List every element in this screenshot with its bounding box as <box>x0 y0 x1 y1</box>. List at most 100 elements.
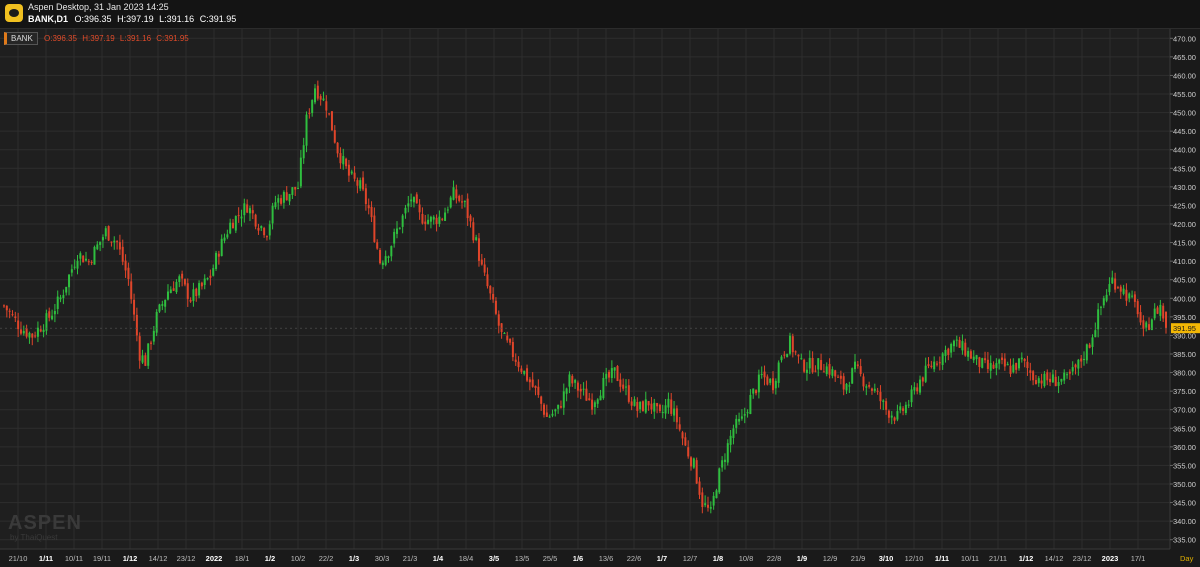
symbol-info: BANK,D1 O:396.35 H:397.19 L:391.16 C:391… <box>28 14 239 24</box>
candle-body <box>161 304 164 306</box>
candle-body <box>333 130 336 143</box>
candle-body <box>551 413 554 416</box>
x-tick-label: 2022 <box>206 554 223 563</box>
candle-body <box>313 88 316 103</box>
x-tick-label: 1/3 <box>349 554 359 563</box>
candle-body <box>1122 288 1125 294</box>
candle-body <box>941 353 944 366</box>
candle-body <box>559 406 562 408</box>
x-axis-panel <box>0 549 1200 567</box>
candle-body <box>794 351 797 353</box>
price-chart[interactable]: 335.00 340.00 345.00 350.00 355.00 360.00 365.… <box>0 29 1200 567</box>
candle-body <box>229 222 232 234</box>
candle-body <box>653 402 656 412</box>
candle-body <box>407 203 410 207</box>
candle-body <box>1128 293 1131 299</box>
x-tick-label: 3/10 <box>879 554 894 563</box>
watermark-by: by ThaiQuest <box>10 533 58 542</box>
candle-body <box>571 375 574 384</box>
candle-body <box>164 299 167 307</box>
candle-body <box>90 262 93 264</box>
candle-body <box>79 253 82 259</box>
candle-body <box>933 361 936 370</box>
legend-ohlc: O:396.35 H:397.19 L:391.16 C:391.95 <box>44 34 192 43</box>
candle-body <box>345 158 348 167</box>
candle-body <box>305 114 308 146</box>
candle-body <box>302 145 305 159</box>
candle-body <box>910 389 913 403</box>
candle-body <box>452 187 455 200</box>
x-tick-label: 18/4 <box>459 554 474 563</box>
candle-body <box>101 237 104 241</box>
candle-body <box>608 371 611 378</box>
candle-body <box>353 172 356 179</box>
y-tick-label: 450.00 <box>1173 109 1196 118</box>
candle-body <box>585 388 588 401</box>
x-tick-label: 1/11 <box>935 554 949 563</box>
candle-body <box>613 367 616 371</box>
candle-body <box>393 231 396 244</box>
candle-body <box>851 368 854 384</box>
candle-body <box>593 402 596 408</box>
x-tick-label: 1/4 <box>433 554 444 563</box>
candle-body <box>661 412 664 414</box>
candle-body <box>257 227 260 231</box>
candle-body <box>158 304 161 312</box>
low-value: L:391.16 <box>159 14 195 24</box>
candle-body <box>359 180 362 189</box>
x-tick-label: 23/12 <box>1073 554 1092 563</box>
legend-open: O:396.35 <box>44 34 77 43</box>
candle-body <box>865 386 868 388</box>
candle-body <box>755 390 758 394</box>
candle-body <box>927 364 930 366</box>
candle-body <box>246 204 249 213</box>
legend-symbol-button[interactable]: BANK <box>4 32 38 45</box>
candle-body <box>528 379 531 383</box>
candle-body <box>68 274 71 288</box>
candle-body <box>441 218 444 220</box>
candle-body <box>616 365 619 381</box>
candle-body <box>1133 294 1136 302</box>
legend-close: C:391.95 <box>156 34 189 43</box>
candle-body <box>291 187 294 195</box>
candle-body <box>887 410 890 418</box>
candle-body <box>342 156 345 165</box>
x-tick-label: 1/12 <box>123 554 138 563</box>
candle-body <box>51 315 54 320</box>
candle-body <box>381 262 384 266</box>
candle-body <box>1054 376 1057 387</box>
candle-body <box>624 386 627 388</box>
x-tick-label: 14/12 <box>149 554 168 563</box>
candle-body <box>500 323 503 332</box>
candle-body <box>1094 330 1097 338</box>
candle-body <box>87 261 90 263</box>
candle-body <box>658 404 661 412</box>
y-tick-label: 400.00 <box>1173 294 1196 303</box>
candle-body <box>709 507 712 509</box>
candle-body <box>455 189 458 199</box>
candle-body <box>1066 374 1069 376</box>
x-tick-label: 10/2 <box>291 554 306 563</box>
candle-body <box>449 197 452 208</box>
candle-body <box>723 459 726 462</box>
candle-body <box>19 329 22 334</box>
candle-body <box>732 428 735 439</box>
candle-body <box>1125 289 1128 301</box>
candle-body <box>297 187 300 189</box>
candle-body <box>144 355 147 366</box>
candle-body <box>692 458 695 468</box>
x-tick-label: 2023 <box>1102 554 1119 563</box>
candle-body <box>873 388 876 391</box>
candle-body <box>56 296 59 309</box>
candle-body <box>848 385 851 387</box>
candle-body <box>198 283 201 296</box>
x-tick-label: 19/11 <box>93 554 111 563</box>
candle-body <box>565 388 568 394</box>
candle-body <box>969 351 972 359</box>
candle-body <box>670 399 673 414</box>
candle-body <box>1108 284 1111 293</box>
candle-body <box>1080 358 1083 362</box>
candle-body <box>752 388 755 394</box>
candle-body <box>837 376 840 378</box>
candle-body <box>316 85 319 99</box>
